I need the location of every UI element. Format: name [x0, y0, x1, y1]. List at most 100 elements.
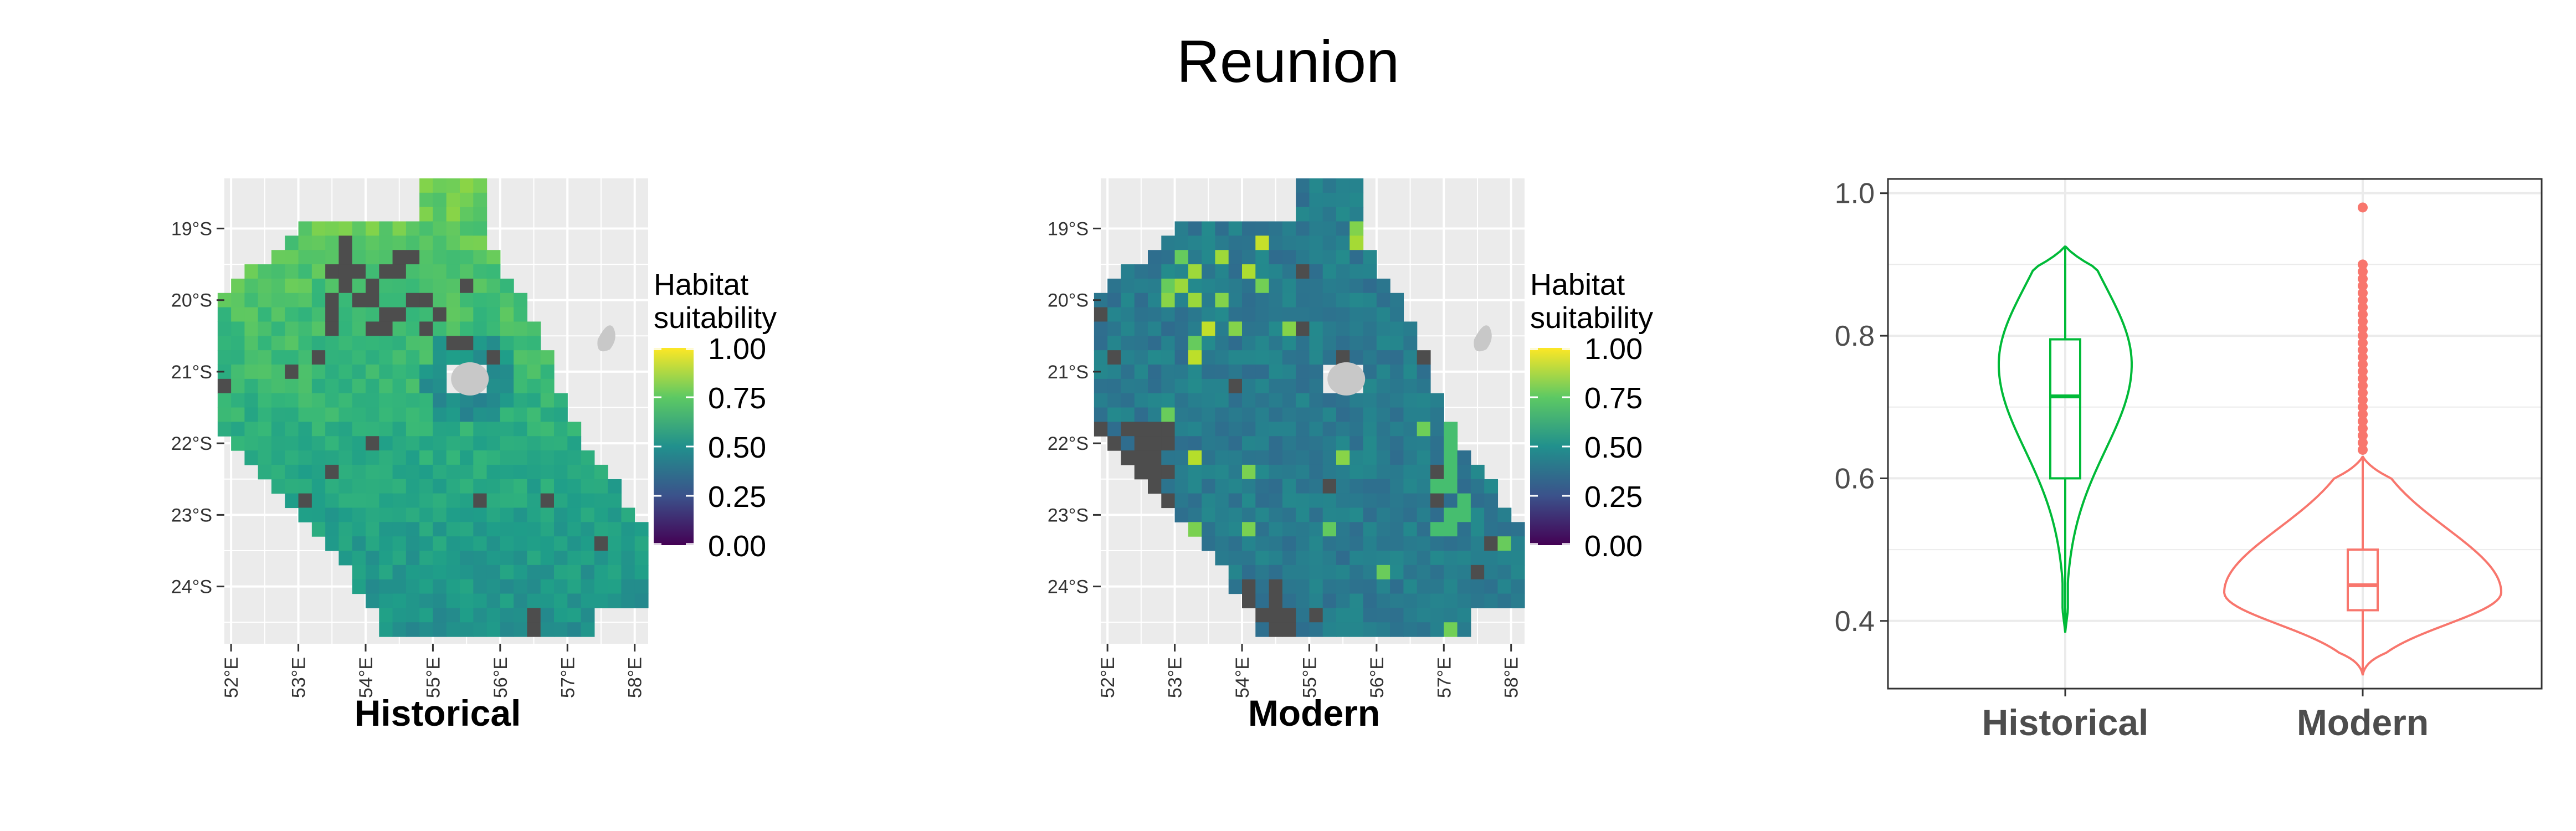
raster-cell [1470, 593, 1485, 608]
raster-cell [608, 593, 622, 608]
raster-cell [1174, 264, 1189, 279]
raster-cell [1336, 579, 1350, 594]
raster-cell [1282, 321, 1296, 336]
legend-tick-label: 0.75 [1584, 382, 1643, 415]
raster-cell [433, 365, 447, 379]
raster-cell [392, 250, 407, 265]
raster-cell [1457, 507, 1471, 522]
raster-cell [433, 378, 447, 394]
raster-cell [1430, 536, 1444, 551]
x-tick-label: 58°E [1501, 657, 1522, 698]
raster-cell [298, 307, 312, 322]
raster-cell [325, 365, 340, 379]
raster-cell [1403, 321, 1418, 336]
raster-cell [608, 522, 622, 537]
x-tick-label: 55°E [423, 657, 444, 698]
raster-cell [311, 235, 326, 250]
raster-cell [446, 250, 460, 265]
raster-cell [1255, 422, 1270, 437]
raster-cell [1444, 608, 1458, 623]
raster-cell [1457, 608, 1471, 623]
raster-cell [419, 293, 434, 308]
raster-cell [1349, 450, 1364, 465]
raster-cell [1417, 507, 1431, 522]
raster-cell [392, 622, 407, 637]
raster-cell [446, 579, 460, 594]
raster-cell [217, 307, 232, 322]
raster-cell [554, 507, 568, 522]
raster-cell [1202, 336, 1216, 351]
raster-cell [1174, 407, 1189, 422]
raster-cell [473, 493, 488, 509]
raster-cell [1188, 336, 1202, 351]
raster-cell [1390, 307, 1404, 322]
raster-cell [473, 522, 488, 537]
raster-cell [1322, 178, 1337, 193]
raster-cell [1242, 336, 1256, 351]
raster-cell [379, 321, 393, 336]
raster-cell [1242, 422, 1256, 437]
raster-cell [1148, 422, 1162, 437]
y-tick-label: 24°S [1048, 577, 1089, 598]
raster-cell [298, 507, 312, 522]
raster-cell [338, 365, 353, 379]
raster-cell [554, 593, 568, 608]
raster-cell [1121, 436, 1135, 451]
raster-cell [1336, 507, 1350, 522]
raster-cell [1417, 622, 1431, 637]
raster-cell [433, 565, 447, 580]
raster-cell [1470, 507, 1485, 522]
raster-cell [1322, 221, 1337, 236]
raster-cell [1228, 235, 1243, 250]
raster-cell [514, 507, 528, 522]
raster-cell [1363, 336, 1377, 351]
raster-cell [285, 450, 299, 465]
x-tick-label: 57°E [1434, 657, 1455, 698]
raster-cell [1269, 522, 1283, 537]
raster-cell [1296, 235, 1310, 250]
raster-cell [338, 336, 353, 351]
raster-cell [433, 551, 447, 566]
raster-cell [527, 422, 541, 437]
raster-cell [608, 565, 622, 580]
raster-cell [446, 507, 460, 522]
raster-cell [285, 264, 299, 279]
raster-cell [621, 507, 635, 522]
raster-cell [540, 422, 555, 437]
raster-cell [486, 536, 501, 551]
raster-cell [366, 378, 379, 394]
raster-cell [1094, 393, 1108, 408]
legend-title-line2: suitability [1530, 301, 1653, 335]
raster-cell [1403, 536, 1418, 551]
raster-cell [473, 479, 488, 494]
raster-cell [1457, 450, 1471, 465]
raster-cell [514, 450, 528, 465]
raster-cell [419, 350, 434, 365]
raster-cell [1309, 450, 1323, 465]
raster-cell [514, 407, 528, 422]
raster-cell [1296, 293, 1310, 308]
raster-cell [406, 565, 420, 580]
raster-cell [1242, 307, 1256, 322]
raster-cell [1390, 593, 1404, 608]
outlier-point [2358, 373, 2368, 384]
raster-cell [433, 250, 447, 265]
raster-cell [1174, 464, 1189, 480]
raster-cell [1363, 565, 1377, 580]
raster-cell [1269, 336, 1283, 351]
raster-cell [1390, 422, 1404, 437]
raster-cell [406, 336, 420, 351]
raster-cell [231, 278, 245, 294]
raster-cell [1511, 536, 1525, 551]
raster-cell [567, 479, 582, 494]
raster-cell [1242, 378, 1256, 394]
raster-cell [1188, 422, 1202, 437]
raster-cell [258, 422, 272, 437]
raster-cell [1161, 436, 1176, 451]
raster-cell [514, 321, 528, 336]
raster-cell [1188, 365, 1202, 379]
raster-cell [460, 235, 474, 250]
raster-cell [1188, 493, 1202, 509]
raster-cell [446, 422, 460, 437]
raster-cell [486, 378, 501, 394]
